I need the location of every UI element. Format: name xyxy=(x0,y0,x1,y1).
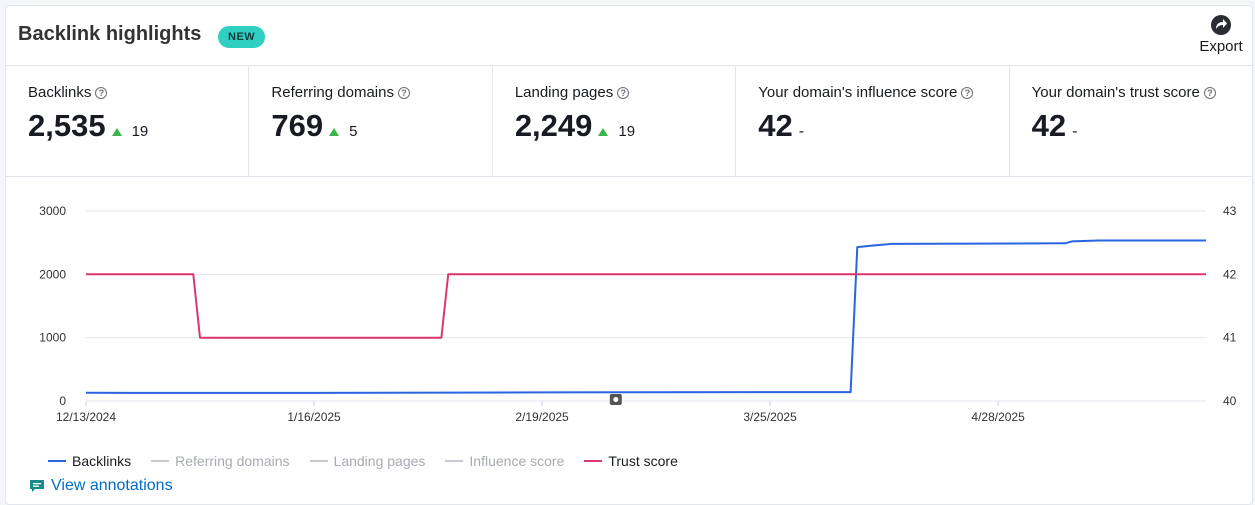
metric-influence-score: Your domain's influence score? 42 - xyxy=(736,66,1010,176)
x-tick-label: 1/16/2025 xyxy=(287,410,341,424)
export-label: Export xyxy=(1199,38,1243,55)
legend-item-trust-score[interactable]: Trust score xyxy=(584,453,678,469)
metric-label: Landing pages xyxy=(514,84,614,101)
legend-item-influence-score[interactable]: Influence score xyxy=(445,453,564,469)
metric-value: 2,535 xyxy=(28,108,106,143)
annotation-marker-dot xyxy=(613,397,619,402)
metric-label: Your domain's influence score xyxy=(758,84,958,101)
trend-up-icon xyxy=(329,128,340,136)
y-right-tick-label: 43 xyxy=(1223,204,1237,218)
y-left-tick-label: 2000 xyxy=(39,267,66,281)
legend-label: Trust score xyxy=(608,453,678,469)
export-button[interactable]: Export xyxy=(1196,14,1246,56)
metric-value: 42 xyxy=(1031,108,1067,143)
y-left-tick-label: 1000 xyxy=(39,331,66,345)
card-title: Backlink highlights xyxy=(18,23,202,45)
y-left-tick-label: 3000 xyxy=(39,204,66,218)
series-line-trust-score xyxy=(86,273,1206,339)
legend-label: Landing pages xyxy=(333,453,426,469)
metric-label: Referring domains xyxy=(271,84,394,101)
metric-delta: 19 xyxy=(618,123,636,140)
series-line-backlinks xyxy=(85,239,1206,394)
metric-label: Your domain's trust score xyxy=(1031,84,1200,101)
metric-delta: - xyxy=(798,123,805,140)
x-tick-label: 3/25/2025 xyxy=(743,410,797,424)
backlink-highlights-card: Backlink highlights NEW Export Backlinks… xyxy=(5,5,1253,505)
new-badge: NEW xyxy=(218,26,266,48)
chart-legend: Backlinks Referring domains Landing page… xyxy=(48,453,698,469)
legend-item-backlinks[interactable]: Backlinks xyxy=(48,453,131,469)
card-header: Backlink highlights NEW Export xyxy=(6,6,1252,66)
help-icon[interactable]: ? xyxy=(1203,87,1216,99)
legend-label: Influence score xyxy=(469,453,565,469)
metric-label: Backlinks xyxy=(28,84,92,101)
metric-delta: 19 xyxy=(131,123,149,140)
legend-item-referring-domains[interactable]: Referring domains xyxy=(151,453,290,469)
help-icon[interactable]: ? xyxy=(617,87,630,99)
help-icon[interactable]: ? xyxy=(397,87,410,99)
help-icon[interactable]: ? xyxy=(961,87,974,99)
metric-landing-pages: Landing pages? 2,249 19 xyxy=(493,66,737,176)
legend-swatch xyxy=(309,460,328,462)
trend-up-icon xyxy=(598,128,609,136)
help-icon[interactable]: ? xyxy=(95,87,108,99)
annotation-marker-icon xyxy=(609,394,622,405)
trend-up-icon xyxy=(111,128,122,136)
x-tick-label: 2/19/2025 xyxy=(515,410,569,424)
backlinks-chart[interactable]: 0 1000 2000 3000 40 41 42 43 12/13/2024 1/16/2025… xyxy=(6,178,1254,448)
metric-value: 42 xyxy=(758,108,793,143)
legend-swatch xyxy=(445,460,464,462)
metric-trust-score: Your domain's trust score? 42 - xyxy=(1010,66,1252,176)
metrics-row: Backlinks? 2,535 19 Referring domains? 7… xyxy=(6,65,1252,177)
metric-referring-domains: Referring domains? 769 5 xyxy=(249,66,493,176)
view-annotations-link[interactable]: View annotations xyxy=(29,477,173,495)
legend-item-landing-pages[interactable]: Landing pages xyxy=(309,453,426,469)
legend-label: Backlinks xyxy=(72,453,132,469)
y-right-tick-label: 41 xyxy=(1223,331,1237,345)
metric-value: 769 xyxy=(271,108,324,143)
metric-value: 2,249 xyxy=(514,108,593,143)
x-tick-label: 4/28/2025 xyxy=(971,410,1025,424)
y-right-tick-label: 42 xyxy=(1223,267,1237,281)
legend-swatch xyxy=(48,460,66,462)
legend-label: Referring domains xyxy=(175,453,290,469)
annotation-icon xyxy=(30,480,44,492)
y-right-tick-label: 40 xyxy=(1223,394,1237,408)
metric-delta: 5 xyxy=(349,123,358,140)
view-annotations-label: View annotations xyxy=(51,477,173,494)
metric-delta: - xyxy=(1072,123,1078,140)
legend-swatch xyxy=(151,460,170,462)
metric-backlinks: Backlinks? 2,535 19 xyxy=(6,66,250,176)
x-tick-label: 12/13/2024 xyxy=(56,410,116,424)
export-icon xyxy=(1211,15,1231,35)
legend-swatch xyxy=(584,460,603,462)
y-left-tick-label: 0 xyxy=(59,394,66,408)
